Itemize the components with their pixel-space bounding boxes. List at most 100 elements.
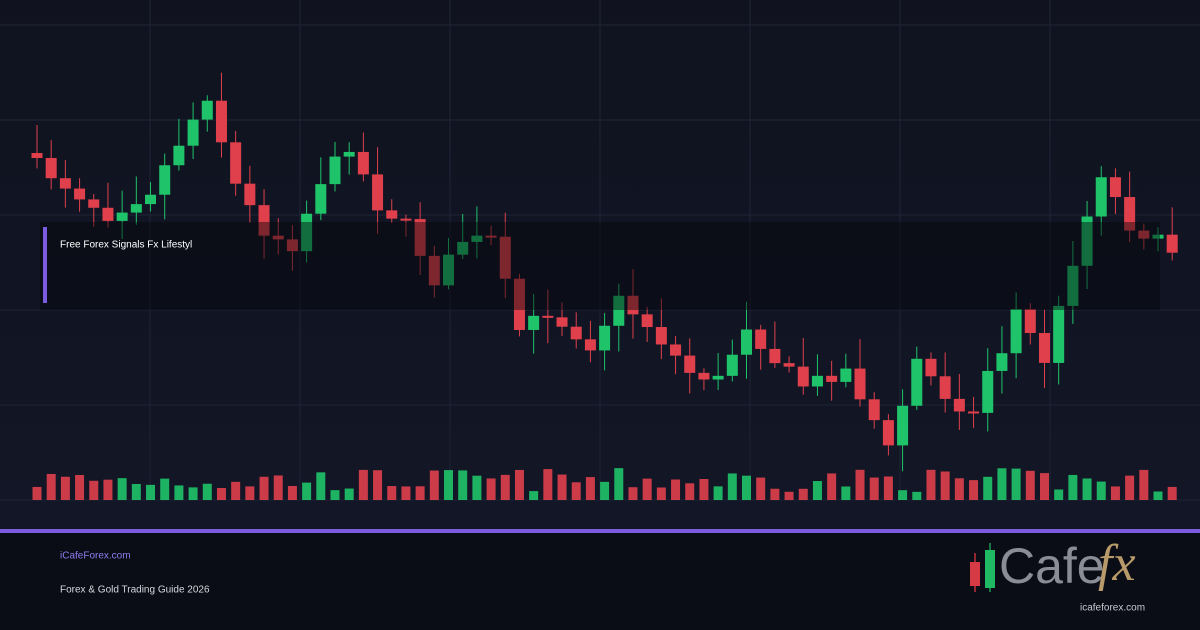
candle-body — [996, 353, 1008, 371]
candle-body — [726, 354, 738, 376]
volume-bar — [75, 475, 85, 500]
candle-body — [925, 358, 937, 377]
candle-body — [286, 239, 298, 252]
volume-bar — [231, 481, 241, 500]
candle-body — [698, 372, 710, 380]
candle-body — [613, 295, 625, 326]
volume-bar — [259, 476, 269, 500]
candle-body — [599, 325, 611, 351]
volume-bar — [160, 478, 170, 500]
volume-bar — [1011, 468, 1021, 500]
candle-body — [641, 314, 653, 328]
logo: Cafe fx icafeforex.com — [970, 535, 1145, 614]
volume-bar — [514, 469, 524, 500]
volume-bar — [954, 478, 964, 500]
volume-bar — [387, 486, 397, 500]
candle-body — [968, 411, 980, 414]
candle-body — [556, 317, 568, 327]
volume-bar — [812, 481, 822, 500]
candle-body — [826, 375, 838, 382]
candle-body — [513, 278, 525, 330]
volume-bar — [1139, 469, 1149, 500]
volume-bar — [1054, 489, 1064, 500]
candle-body — [811, 375, 823, 387]
volume-bar — [585, 477, 595, 500]
volume-bar — [429, 470, 439, 500]
candle-body — [570, 326, 582, 340]
volume-bar — [699, 478, 709, 500]
volume-bar — [273, 475, 283, 500]
candle-body — [882, 420, 894, 446]
candle-body — [443, 254, 455, 286]
candle-body — [372, 174, 384, 211]
divider — [0, 529, 1200, 533]
footer-subtitle: Forex & Gold Trading Guide 2026 — [60, 585, 210, 596]
candle-body — [627, 295, 639, 315]
candle-body — [1166, 234, 1178, 253]
volume-bar — [316, 472, 326, 500]
volume-bar — [642, 478, 652, 500]
volume-bar — [798, 488, 808, 500]
candle-body — [797, 366, 809, 387]
volume-bar — [855, 469, 865, 500]
volume-bar — [827, 473, 837, 500]
volume-bar — [841, 486, 851, 500]
title-accent — [43, 227, 47, 303]
footer-site: iCafeForex.com — [60, 551, 131, 562]
candle-body — [982, 370, 994, 413]
candle-body — [343, 151, 355, 157]
volume-bar — [344, 488, 354, 500]
volume-bar — [770, 488, 780, 500]
candle-body — [357, 151, 369, 175]
volume-bar — [1025, 470, 1035, 500]
candle-body — [528, 315, 540, 330]
candle-body — [499, 236, 511, 279]
volume-bar — [671, 479, 681, 500]
volume-bar — [997, 468, 1007, 500]
candle-body — [854, 368, 866, 400]
candle-body — [428, 255, 440, 286]
candle-body — [258, 205, 270, 236]
candle-body — [329, 156, 341, 185]
volume-bar — [1153, 491, 1163, 500]
candle-body — [939, 376, 951, 399]
candle-body — [840, 368, 852, 382]
candle-body — [315, 184, 327, 214]
volume-bar — [89, 480, 99, 500]
candle-body — [74, 188, 86, 200]
candle-body — [187, 119, 199, 146]
candle-body — [1081, 216, 1093, 266]
volume-bar — [60, 476, 70, 500]
candle-body — [31, 153, 43, 159]
candle-body — [783, 363, 795, 367]
volume-bar — [202, 483, 212, 500]
candle-body — [953, 398, 965, 412]
volume-bar — [117, 478, 127, 500]
volume-bar — [926, 469, 936, 500]
volume-bar — [571, 482, 581, 500]
volume-bar — [174, 485, 184, 500]
volume-bar — [1167, 486, 1177, 500]
candle-body — [769, 348, 781, 364]
volume-bar — [628, 487, 638, 500]
candle-body — [1124, 197, 1136, 231]
candles — [31, 72, 1178, 472]
candle-body — [301, 213, 313, 252]
logo-candle — [985, 550, 995, 588]
candle-body — [755, 329, 767, 349]
volume-bar — [940, 471, 950, 500]
logo-accent: fx — [1098, 535, 1136, 592]
volume-bar — [1068, 474, 1078, 500]
candle-body — [272, 235, 284, 240]
candle-body — [712, 375, 724, 380]
volume-bar — [869, 477, 879, 500]
volume-bar — [898, 490, 908, 500]
volume-bar — [969, 480, 979, 500]
volume-bar — [1039, 473, 1049, 500]
candle-body — [897, 405, 909, 446]
candle-body — [130, 204, 142, 213]
volume-bar — [1082, 478, 1092, 500]
candle-body — [584, 339, 596, 351]
